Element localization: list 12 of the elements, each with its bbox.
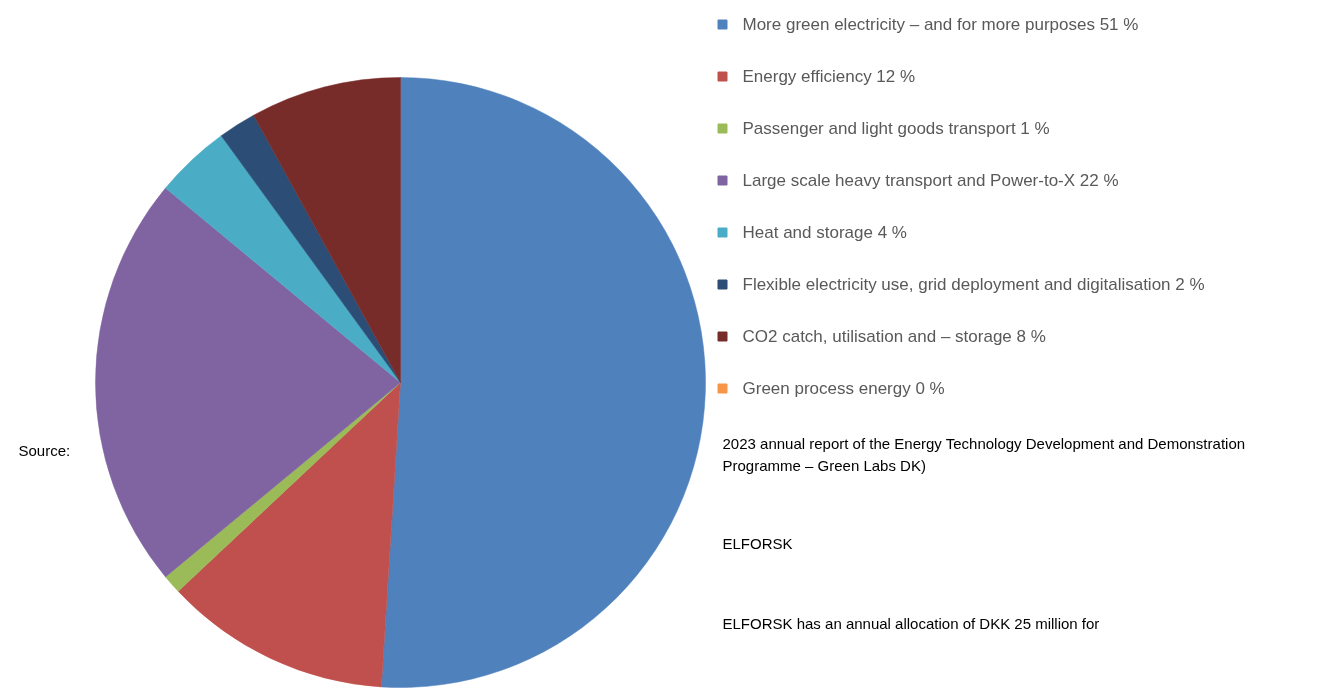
legend-label: Passenger and light goods transport 1 % — [742, 119, 1050, 138]
text: ELFORSK has an annual allocation of DKK 25 million for — [722, 614, 1100, 632]
legend-label: More green electricity – and for more purposes 51 % — [742, 15, 1139, 34]
legend-label: Energy efficiency 12 % — [742, 67, 916, 86]
legend-label: Flexible electricity use, grid deployment and digitalisation 2 % — [742, 275, 1205, 294]
legend-label: CO2 catch, utilisation and – storage 8 % — [742, 327, 1046, 346]
legend-label: Heat and storage 4 % — [742, 223, 907, 242]
source-note: Source: — [18, 442, 71, 459]
text: ELFORSK — [722, 534, 793, 552]
legend-label: Large scale heavy transport and Power-to-X 22 % — [742, 171, 1119, 190]
text: 2023 annual report of the Energy Technology Development and Demonstration Programme – Green Labs DK) — [722, 434, 1246, 474]
legend-label: Green process energy 0 % — [742, 379, 945, 398]
